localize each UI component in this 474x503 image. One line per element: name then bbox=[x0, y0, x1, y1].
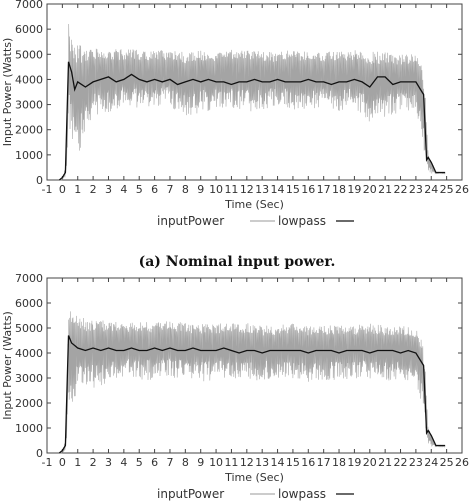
chart-a: -1 0 1 2 3 4 5 6 7 8 9 10 11 12 13 14 15 16 17 18 19 20 21 22 23… bbox=[1, 0, 469, 228]
y-tick-label: 5000 bbox=[15, 322, 43, 335]
x-tick-label: 6 bbox=[151, 183, 158, 196]
y-axis-label: Input Power (Watts) bbox=[1, 311, 14, 420]
plot-frame bbox=[46, 277, 463, 454]
y-tick-label: 6000 bbox=[15, 23, 43, 36]
legend-label-lowpass: lowpass bbox=[278, 487, 326, 501]
caption-a: (a) Nominal input power. bbox=[139, 254, 336, 270]
y-tick-label: 2000 bbox=[15, 397, 43, 410]
x-axis-label: Time (Sec) bbox=[224, 198, 284, 211]
x-tick-label: 22 bbox=[394, 183, 408, 196]
x-tick-label: 23 bbox=[409, 183, 423, 196]
x-tick-label: 15 bbox=[286, 456, 300, 469]
x-tick-label: 4 bbox=[120, 183, 127, 196]
x-tick-label: 13 bbox=[255, 183, 269, 196]
x-tick-label: 16 bbox=[301, 456, 315, 469]
x-tick-label: 11 bbox=[224, 456, 238, 469]
x-tick-label: 24 bbox=[424, 183, 438, 196]
x-tick-label: 26 bbox=[455, 183, 469, 196]
y-tick-label: 4000 bbox=[15, 347, 43, 360]
x-tick-label: 17 bbox=[317, 183, 331, 196]
y-tick-label: 0 bbox=[36, 174, 43, 187]
x-tick-label: 14 bbox=[271, 456, 285, 469]
x-tick-label: 1 bbox=[74, 183, 81, 196]
y-tick-label: 5000 bbox=[15, 48, 43, 61]
x-tick-label: 1 bbox=[74, 456, 81, 469]
legend-label-inputPower: inputPower bbox=[157, 214, 224, 228]
x-tick-label: 20 bbox=[363, 183, 377, 196]
y-tick-label: 7000 bbox=[15, 0, 43, 11]
x-tick-label: -1 bbox=[42, 183, 53, 196]
x-tick-label: 18 bbox=[332, 183, 346, 196]
x-tick-label: 26 bbox=[455, 456, 469, 469]
x-tick-label: 11 bbox=[224, 183, 238, 196]
series-lowpass bbox=[58, 335, 446, 454]
x-tick-label: 2 bbox=[90, 183, 97, 196]
x-tick-label: 5 bbox=[136, 183, 143, 196]
x-tick-label: 10 bbox=[209, 183, 223, 196]
x-axis: -1 0 1 2 3 4 5 6 7 8 9 10 11 12 13 14 15 16 17 18 19 20 21 22 23… bbox=[42, 278, 469, 469]
x-tick-label: 5 bbox=[136, 456, 143, 469]
x-tick-label: 21 bbox=[378, 183, 392, 196]
series-inputPower bbox=[59, 311, 446, 454]
x-tick-label: 0 bbox=[59, 456, 66, 469]
legend-label-lowpass: lowpass bbox=[278, 214, 326, 228]
x-tick-label: 13 bbox=[255, 456, 269, 469]
x-tick-label: 25 bbox=[440, 183, 454, 196]
y-tick-label: 7000 bbox=[15, 272, 43, 285]
legend-label-inputPower: inputPower bbox=[157, 487, 224, 501]
x-tick-label: 4 bbox=[120, 456, 127, 469]
x-tick-label: 7 bbox=[166, 183, 173, 196]
x-tick-label: 17 bbox=[317, 456, 331, 469]
x-axis-label: Time (Sec) bbox=[224, 471, 284, 484]
plot-frame bbox=[46, 3, 463, 181]
legend: inputPower lowpass bbox=[157, 487, 354, 501]
x-tick-label: 8 bbox=[182, 183, 189, 196]
y-axis: 0 1000 2000 3000 4000 5000 6000 7000 bbox=[15, 0, 462, 187]
x-tick-label: 10 bbox=[209, 456, 223, 469]
series-inputPower bbox=[59, 23, 446, 181]
x-tick-label: 12 bbox=[240, 183, 254, 196]
x-tick-label: 8 bbox=[182, 456, 189, 469]
x-tick-label: 9 bbox=[197, 456, 204, 469]
x-tick-label: 3 bbox=[105, 456, 112, 469]
x-tick-label: 6 bbox=[151, 456, 158, 469]
x-tick-label: 19 bbox=[347, 183, 361, 196]
x-tick-label: -1 bbox=[42, 456, 53, 469]
legend: inputPower lowpass bbox=[157, 214, 354, 228]
x-tick-label: 25 bbox=[440, 456, 454, 469]
y-tick-label: 4000 bbox=[15, 73, 43, 86]
x-tick-label: 14 bbox=[271, 183, 285, 196]
x-axis: -1 0 1 2 3 4 5 6 7 8 9 10 11 12 13 14 15 16 17 18 19 20 21 22 23… bbox=[42, 4, 469, 196]
x-tick-label: 19 bbox=[347, 456, 361, 469]
x-tick-label: 12 bbox=[240, 456, 254, 469]
y-tick-label: 6000 bbox=[15, 297, 43, 310]
series-lowpass bbox=[58, 61, 446, 181]
x-tick-label: 24 bbox=[424, 456, 438, 469]
x-tick-label: 22 bbox=[394, 456, 408, 469]
chart-b: -1 0 1 2 3 4 5 6 7 8 9 10 11 12 13 14 15 16 17 18 19 20 21 22 23… bbox=[1, 272, 469, 501]
y-axis-label: Input Power (Watts) bbox=[1, 38, 14, 147]
x-tick-label: 15 bbox=[286, 183, 300, 196]
y-axis: 0 1000 2000 3000 4000 5000 6000 7000 bbox=[15, 272, 462, 460]
y-tick-label: 3000 bbox=[15, 372, 43, 385]
x-tick-label: 20 bbox=[363, 456, 377, 469]
y-tick-label: 2000 bbox=[15, 124, 43, 137]
y-tick-label: 1000 bbox=[15, 149, 43, 162]
x-tick-label: 0 bbox=[59, 183, 66, 196]
y-tick-label: 1000 bbox=[15, 422, 43, 435]
x-tick-label: 16 bbox=[301, 183, 315, 196]
y-tick-label: 0 bbox=[36, 447, 43, 460]
x-tick-label: 21 bbox=[378, 456, 392, 469]
x-tick-label: 23 bbox=[409, 456, 423, 469]
x-tick-label: 3 bbox=[105, 183, 112, 196]
y-tick-label: 3000 bbox=[15, 99, 43, 112]
x-tick-label: 9 bbox=[197, 183, 204, 196]
x-tick-label: 7 bbox=[166, 456, 173, 469]
x-tick-label: 18 bbox=[332, 456, 346, 469]
x-tick-label: 2 bbox=[90, 456, 97, 469]
